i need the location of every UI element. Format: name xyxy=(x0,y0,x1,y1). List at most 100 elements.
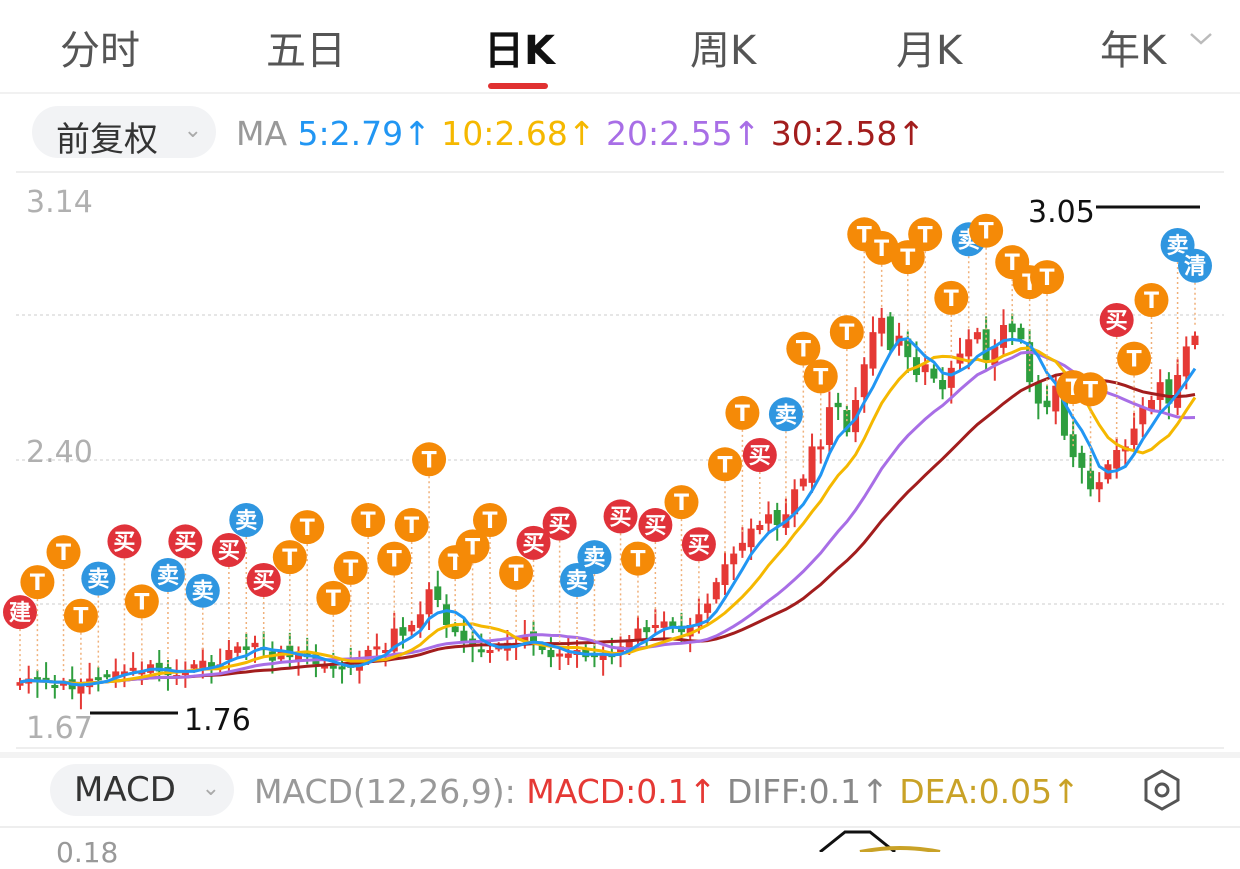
trade-signal-badge[interactable]: 卖 xyxy=(768,397,803,507)
trade-signal-badge[interactable]: T xyxy=(272,540,307,650)
trade-signal-badge[interactable]: T xyxy=(20,565,55,675)
trade-signal-badge[interactable]: T xyxy=(829,315,864,425)
trade-signal-badge[interactable]: T xyxy=(316,580,351,660)
ma10-line xyxy=(19,346,1197,686)
trade-signal-badge[interactable]: 买 xyxy=(211,533,246,642)
trade-signal-badge[interactable]: T xyxy=(46,535,81,675)
trade-signal-badge[interactable]: T xyxy=(290,510,325,650)
y-tick-label: 1.67 xyxy=(26,711,93,746)
indicator-dropdown[interactable]: MACD ⌄ xyxy=(50,764,234,816)
trade-signal-badge[interactable]: T xyxy=(499,555,534,635)
hexagon-settings-icon[interactable] xyxy=(1140,768,1184,812)
trade-signal-badge[interactable]: T xyxy=(908,217,943,357)
candle xyxy=(765,501,773,534)
svg-text:T: T xyxy=(30,571,45,596)
candle xyxy=(869,316,877,376)
candlestick-chart[interactable]: 3.14 2.40 1.67 建TTT卖买T卖买卖买卖买TTTTTTTTTTTT… xyxy=(0,170,1240,750)
trade-signal-badge[interactable]: T xyxy=(1030,260,1065,400)
diff-value: DIFF:0.1↑ xyxy=(726,772,889,811)
candle xyxy=(669,617,677,633)
candle xyxy=(260,631,268,658)
svg-text:清: 清 xyxy=(1184,254,1206,280)
trade-signal-badge[interactable]: T xyxy=(934,280,969,360)
trade-signal-badge[interactable]: T xyxy=(664,485,699,625)
trade-signal-badge[interactable]: 卖 xyxy=(229,503,264,642)
period-tabs: 分时 五日 日K 周K 月K 年K xyxy=(0,0,1240,90)
ma20-value: 20:2.55↑ xyxy=(606,114,761,153)
trade-signal-badge[interactable]: 清 xyxy=(1178,248,1212,328)
trade-signal-badge[interactable]: 买 xyxy=(542,506,577,646)
candle xyxy=(721,551,729,595)
svg-text:T: T xyxy=(735,402,750,427)
trade-signal-badge[interactable]: 建 xyxy=(3,595,37,675)
trade-signal-badge[interactable]: 卖 xyxy=(81,561,116,671)
tab-yearly-k[interactable]: 年K xyxy=(1100,28,1167,74)
trade-signal-badge[interactable]: 买 xyxy=(246,563,281,642)
candle xyxy=(973,327,981,344)
candle xyxy=(94,667,102,692)
trade-signal-badge[interactable]: T xyxy=(725,395,760,535)
trade-signal-badge[interactable]: T xyxy=(455,529,490,639)
candle xyxy=(791,479,799,528)
trade-signal-badge[interactable]: T xyxy=(63,598,98,678)
trade-signal-badge[interactable]: 买 xyxy=(603,499,638,639)
trade-signal-badge[interactable]: 买 xyxy=(168,524,203,664)
trade-signal-badge[interactable]: T xyxy=(708,447,742,557)
tab-five-day[interactable]: 五日 xyxy=(266,28,346,74)
candle xyxy=(660,611,668,641)
candle xyxy=(808,433,816,493)
candle xyxy=(782,498,790,535)
candle xyxy=(712,577,720,604)
trade-signal-badge[interactable]: T xyxy=(473,503,507,642)
chevron-down-icon[interactable] xyxy=(1188,30,1214,48)
trade-signal-badge[interactable]: T xyxy=(786,331,821,471)
svg-text:T: T xyxy=(1144,289,1159,314)
trade-signal-badge[interactable]: 买 xyxy=(516,525,551,635)
trade-signal-badge[interactable]: T xyxy=(333,550,368,660)
candle xyxy=(799,474,807,491)
trade-signal-badge[interactable]: 卖 xyxy=(560,563,595,642)
trade-signal-badge[interactable]: T xyxy=(351,503,386,642)
trade-signal-badge[interactable]: 买 xyxy=(681,527,716,607)
svg-text:T: T xyxy=(300,516,315,541)
candle xyxy=(547,637,555,668)
trade-signal-badge[interactable]: T xyxy=(803,359,838,439)
trade-signal-badge[interactable]: T xyxy=(412,442,447,582)
trade-signal-badge[interactable]: T xyxy=(1134,283,1169,392)
ma30-value: 30:2.58↑ xyxy=(770,114,926,153)
trade-signal-badge[interactable]: 买 xyxy=(742,438,777,517)
candle xyxy=(199,647,207,679)
svg-text:买: 买 xyxy=(644,514,666,539)
trade-signal-badge[interactable]: T xyxy=(1073,372,1108,482)
svg-text:买: 买 xyxy=(749,444,771,469)
tabs-divider xyxy=(0,92,1240,94)
trade-signal-badge[interactable]: T xyxy=(864,230,899,310)
ma-legend: MA 5:2.79↑ 10:2.68↑ 20:2.55↑ 30:2.58↑ xyxy=(236,114,925,153)
svg-text:T: T xyxy=(839,321,854,346)
svg-text:卖: 卖 xyxy=(157,563,179,589)
tab-monthly-k[interactable]: 月K xyxy=(896,28,963,74)
trade-signal-badge[interactable]: T xyxy=(124,584,159,664)
macd-value: MACD:0.1↑ xyxy=(526,772,717,811)
svg-text:T: T xyxy=(813,365,828,390)
tab-intraday[interactable]: 分时 xyxy=(60,28,140,74)
trade-signal-badge[interactable]: 买 xyxy=(107,524,142,664)
candle xyxy=(730,546,738,580)
svg-text:T: T xyxy=(944,287,959,312)
trade-signal-badge[interactable]: T xyxy=(377,541,412,621)
tab-daily-k[interactable]: 日K xyxy=(484,28,555,74)
trade-signal-badge[interactable]: 卖 xyxy=(185,573,220,653)
trade-signal-badge[interactable]: T xyxy=(394,508,429,617)
low-marker-label: 1.76 xyxy=(184,703,251,738)
trade-signal-badge[interactable]: 买 xyxy=(638,508,673,617)
trade-signal-badge[interactable]: T xyxy=(1117,341,1152,421)
price-adjust-dropdown[interactable]: 前复权 ⌄ xyxy=(32,106,216,160)
trade-signal-badge[interactable]: 买 xyxy=(1099,303,1134,442)
trade-signal-badge[interactable]: 卖 xyxy=(150,558,185,667)
tab-weekly-k[interactable]: 周K xyxy=(690,28,757,74)
trade-signal-badge[interactable]: T xyxy=(969,213,1004,353)
active-tab-indicator xyxy=(488,83,548,89)
candle xyxy=(86,662,94,695)
trade-signal-badge[interactable]: 卖 xyxy=(577,540,612,650)
trade-signal-badge[interactable]: T xyxy=(620,541,655,621)
